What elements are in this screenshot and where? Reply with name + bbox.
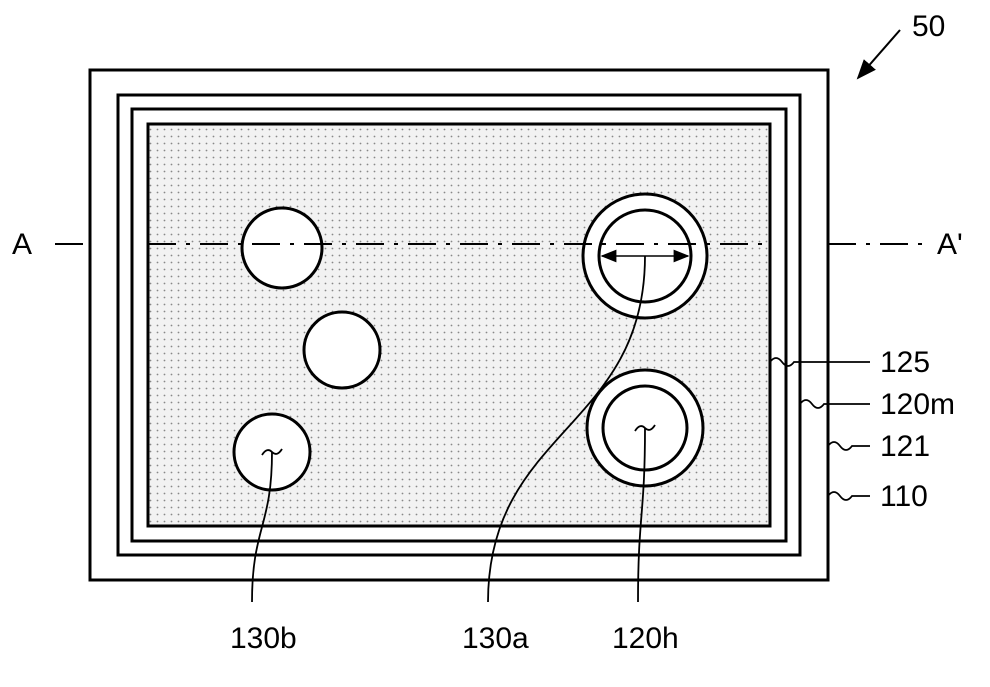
- label-121: 121: [880, 430, 930, 463]
- label-130b: 130b: [230, 622, 297, 655]
- label-125: 125: [880, 346, 930, 379]
- label-50: 50: [912, 10, 945, 43]
- label-110: 110: [880, 480, 928, 513]
- hole-130b-2: [304, 312, 380, 388]
- label-A-prime: A': [937, 228, 963, 261]
- label-120m: 120m: [880, 388, 955, 421]
- leader-120m: [800, 400, 870, 408]
- leader-110: [828, 492, 870, 500]
- label-A: A: [12, 228, 32, 261]
- label-130a: 130a: [462, 622, 529, 655]
- hole-130b-1: [242, 208, 322, 288]
- label-120h: 120h: [612, 622, 679, 655]
- leader-121: [828, 442, 870, 450]
- ref-50-arrow: [858, 30, 900, 78]
